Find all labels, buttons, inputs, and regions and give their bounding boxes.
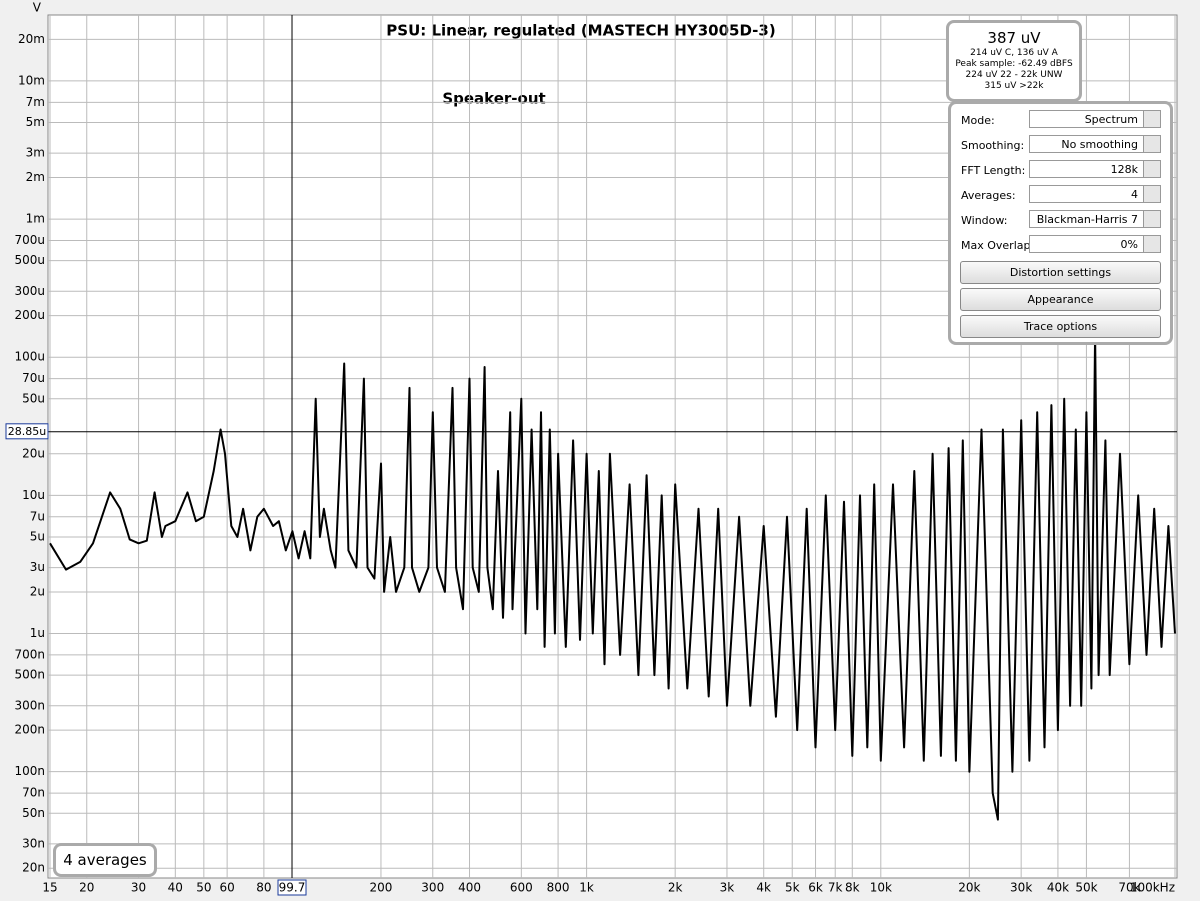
x-tick-label: 7k (828, 881, 843, 895)
control-button[interactable]: Appearance (960, 288, 1161, 311)
control-select[interactable]: No smoothing (1029, 135, 1161, 153)
controls-panel: Mode: Spectrum Smoothing: No smoothing FFT L… (948, 101, 1173, 345)
readout-main: 387 uV (987, 29, 1041, 47)
y-tick-label: 70n (22, 786, 45, 800)
control-row: Averages: 4 (959, 185, 1164, 205)
x-tick-label: 1k (579, 881, 594, 895)
control-select[interactable]: Blackman-Harris 7 (1029, 210, 1161, 228)
x-tick-label: 400 (458, 881, 481, 895)
control-label: FFT Length: (961, 164, 1026, 177)
readout-line: 214 uV C, 136 uV A (970, 48, 1058, 58)
control-button[interactable]: Distortion settings (960, 261, 1161, 284)
control-select[interactable]: Spectrum (1029, 110, 1161, 128)
y-tick-label: 20m (18, 32, 45, 46)
y-tick-label: 7m (26, 95, 45, 109)
x-tick-label: 3k (720, 881, 735, 895)
y-tick-label: 700u (14, 233, 45, 247)
control-label: Mode: (961, 114, 995, 127)
x-tick-label: 10k (870, 881, 892, 895)
readout-line: 224 uV 22 - 22k UNW (965, 70, 1063, 80)
y-tick-label: 2m (26, 170, 45, 184)
y-axis-label: V (33, 1, 42, 15)
y-tick-label: 500u (14, 253, 45, 267)
y-tick-label: 1u (30, 626, 45, 640)
x-tick-label: 30 (131, 881, 146, 895)
y-tick-label: 50n (22, 806, 45, 820)
y-tick-label: 100n (14, 764, 45, 778)
readout-line: 315 uV >22k (984, 81, 1044, 91)
x-tick-label: 80 (256, 881, 271, 895)
x-tick-label: 50 (196, 881, 211, 895)
x-tick-label: 5k (785, 881, 800, 895)
y-tick-label: 50u (22, 391, 45, 405)
x-tick-label: 40k (1047, 881, 1069, 895)
control-row: FFT Length: 128k (959, 160, 1164, 180)
y-tick-label: 700n (14, 647, 45, 661)
x-tick-label: 200 (370, 881, 393, 895)
x-tick-label: 300 (421, 881, 444, 895)
control-row: Max Overlap: 0% (959, 235, 1164, 255)
x-tick-label: 6k (808, 881, 823, 895)
y-tick-label: 1m (26, 212, 45, 226)
y-tick-label: 5u (30, 529, 45, 543)
y-tick-label: 30n (22, 836, 45, 850)
y-tick-label: 70u (22, 371, 45, 385)
x-tick-label: 20k (958, 881, 980, 895)
y-tick-label: 500n (14, 668, 45, 682)
x-tick-label: 8k (845, 881, 860, 895)
y-tick-label: 20n (22, 861, 45, 875)
annotation: Speaker-out (442, 90, 545, 108)
cursor-y-label: 28.85u (8, 425, 46, 438)
control-button[interactable]: Trace options (960, 315, 1161, 338)
x-tick-label: 15 (42, 881, 57, 895)
y-tick-label: 3u (30, 560, 45, 574)
control-label: Smoothing: (961, 139, 1025, 152)
control-row: Smoothing: No smoothing (959, 135, 1164, 155)
y-tick-label: 7u (30, 509, 45, 523)
x-tick-label: 70k (1118, 881, 1140, 895)
trace (49, 331, 1176, 821)
x-tick-label: 60 (219, 881, 234, 895)
control-label: Averages: (961, 189, 1016, 202)
readout: 387 uV 214 uV C, 136 uV A Peak sample: -… (946, 20, 1082, 102)
y-tick-label: 300u (14, 284, 45, 298)
y-tick-label: 20u (22, 446, 45, 460)
control-row: Window: Blackman-Harris 7 (959, 210, 1164, 230)
y-tick-label: 10m (18, 73, 45, 87)
y-tick-label: 2u (30, 584, 45, 598)
y-tick-label: 200n (14, 723, 45, 737)
x-tick-label: 4k (756, 881, 771, 895)
y-tick-label: 5m (26, 115, 45, 129)
y-tick-label: 100u (14, 350, 45, 364)
x-tick-label: 2k (668, 881, 683, 895)
x-tick-label: 50k (1075, 881, 1097, 895)
x-tick-label: 40 (168, 881, 183, 895)
x-tick-label: 100kHz (1130, 881, 1175, 895)
averages-badge: 4 averages (53, 843, 157, 877)
readout-line: Peak sample: -62.49 dBFS (955, 59, 1073, 69)
y-tick-label: 300n (14, 698, 45, 712)
y-tick-label: 200u (14, 308, 45, 322)
x-tick-label: 800 (547, 881, 570, 895)
control-label: Window: (961, 214, 1008, 227)
control-select[interactable]: 128k (1029, 160, 1161, 178)
cursor-x-label: 99.7 (279, 881, 306, 895)
control-select[interactable]: 0% (1029, 235, 1161, 253)
x-tick-label: 600 (510, 881, 533, 895)
control-select[interactable]: 4 (1029, 185, 1161, 203)
y-tick-label: 10u (22, 488, 45, 502)
cursor-y-box (5, 423, 49, 440)
control-row: Mode: Spectrum (959, 110, 1164, 130)
y-tick-label: 3m (26, 146, 45, 160)
control-label: Max Overlap: (961, 239, 1035, 252)
cursor-x-box (277, 879, 307, 896)
x-tick-label: 20 (79, 881, 94, 895)
chart-title: PSU: Linear, regulated (MASTECH HY3005D-… (386, 22, 775, 40)
x-tick-label: 30k (1010, 881, 1032, 895)
